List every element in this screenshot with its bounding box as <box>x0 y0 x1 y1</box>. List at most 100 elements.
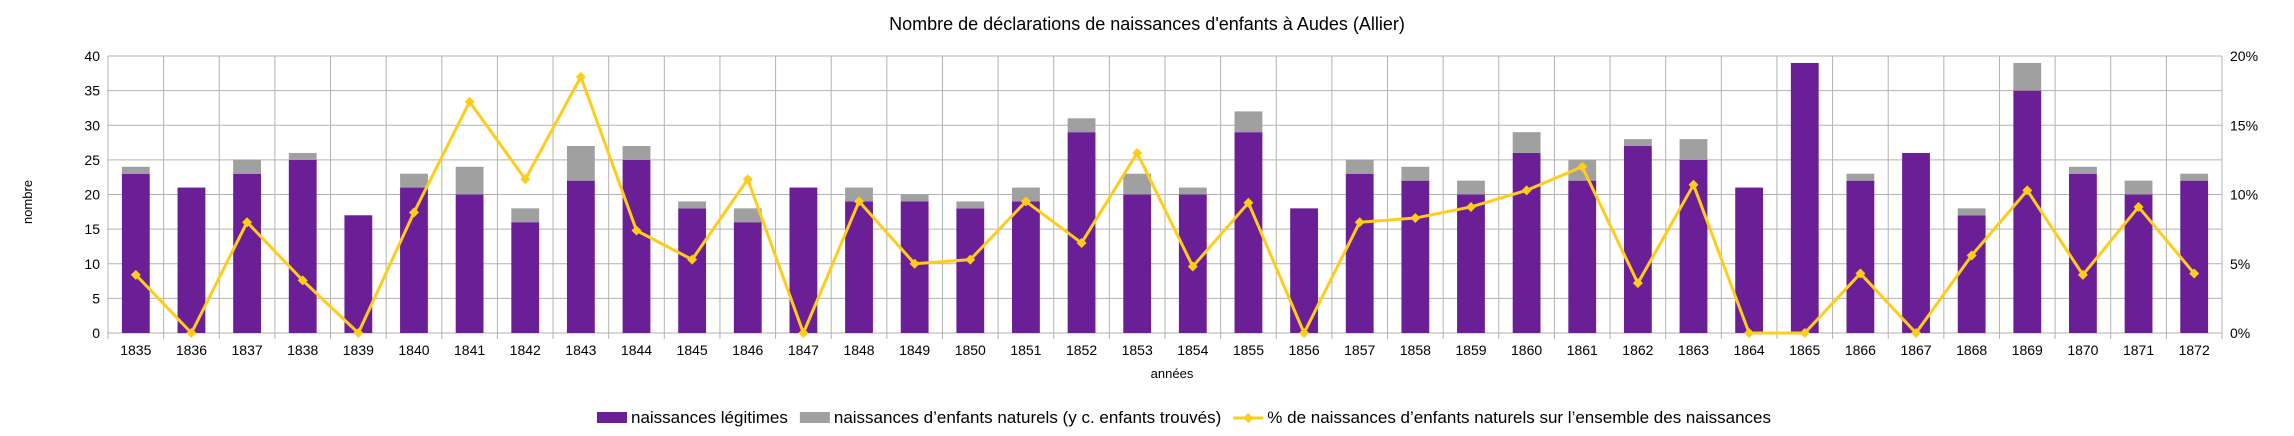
x-tick-label: 1867 <box>1900 342 1931 358</box>
x-tick-label: 1846 <box>732 342 763 358</box>
percentage-point <box>1076 237 1087 248</box>
legend-swatch <box>597 412 627 423</box>
y-tick-label: 10 <box>84 256 100 272</box>
x-tick-label: 1842 <box>510 342 541 358</box>
bar-legitimes <box>2013 90 2042 333</box>
bar-legitimes <box>1902 152 1930 333</box>
bar-legitimes <box>2180 180 2209 333</box>
bar-naturels <box>733 208 762 223</box>
x-tick-label: 1837 <box>232 342 263 358</box>
x-tick-label: 1849 <box>899 342 930 358</box>
percentage-point <box>1132 147 1143 158</box>
bar-naturels <box>1457 180 1485 195</box>
percentage-point <box>1187 261 1198 272</box>
percentage-point <box>1521 185 1532 196</box>
legend-label: % de naissances d’enfants naturels sur l… <box>1267 408 1771 427</box>
percentage-point <box>854 196 865 207</box>
x-tick-label: 1870 <box>2067 342 2098 358</box>
percentage-point <box>186 328 197 338</box>
bar-naturels <box>1623 139 1652 147</box>
x-tick-label: 1863 <box>1678 342 1709 358</box>
percentage-point <box>575 71 586 82</box>
bar-naturels <box>900 194 929 202</box>
x-tick-label: 1858 <box>1400 342 1431 358</box>
gridlines <box>107 55 2223 339</box>
bar-naturels <box>288 152 317 160</box>
percentage-point <box>1465 201 1476 212</box>
x-tick-label: 1848 <box>843 342 874 358</box>
y2-tick-label: 20% <box>2230 48 2258 64</box>
y-tick-label: 15 <box>84 221 100 237</box>
bar-legitimes <box>1790 62 1819 334</box>
bar-naturels <box>2180 173 2209 181</box>
x-tick-label: 1835 <box>120 342 151 358</box>
bar-legitimes <box>1957 215 1986 333</box>
percentage-line <box>130 71 2200 338</box>
x-tick-label: 1851 <box>1010 342 1041 358</box>
y2-tick-label: 5% <box>2230 256 2250 272</box>
y-tick-label: 40 <box>84 48 100 64</box>
bar-naturels <box>1012 187 1040 202</box>
x-tick-label: 1853 <box>1122 342 1153 358</box>
legend-swatch <box>799 412 830 423</box>
y-tick-label: 20 <box>84 187 100 203</box>
bar-legitimes <box>956 208 985 333</box>
bar-naturels <box>678 201 707 209</box>
bar-naturels <box>511 208 540 223</box>
percentage-point <box>1744 328 1755 338</box>
legend-label: naissances légitimes <box>631 408 788 427</box>
bar-naturels <box>2124 180 2153 195</box>
percentage-point <box>1243 197 1254 208</box>
bar-legitimes <box>2124 194 2153 333</box>
bar-naturels <box>845 187 873 202</box>
percentage-point <box>408 207 419 218</box>
y-tick-label: 25 <box>84 152 100 168</box>
x-tick-label: 1840 <box>398 342 429 358</box>
bar-legitimes <box>288 159 317 333</box>
percentage-point <box>1299 328 1310 338</box>
x-tick-label: 1865 <box>1789 342 1820 358</box>
y2-tick-label: 10% <box>2230 187 2258 203</box>
bars <box>121 62 2209 334</box>
bar-naturels <box>566 146 595 181</box>
x-tick-label: 1856 <box>1289 342 1320 358</box>
bar-legitimes <box>511 222 540 333</box>
percentage-point <box>1855 268 1866 279</box>
bar-naturels <box>1957 208 1986 216</box>
x-tick-label: 1855 <box>1233 342 1264 358</box>
bar-legitimes <box>622 159 651 333</box>
x-tick-label: 1838 <box>287 342 318 358</box>
x-tick-label: 1871 <box>2123 342 2154 358</box>
bar-naturels <box>1679 139 1708 160</box>
x-tick-label: 1859 <box>1455 342 1486 358</box>
y-tick-label: 5 <box>92 290 100 306</box>
percentage-point <box>798 328 809 338</box>
bar-legitimes <box>233 173 261 333</box>
bar-legitimes <box>1512 152 1541 333</box>
x-tick-label: 1868 <box>1956 342 1987 358</box>
chart-title: Nombre de déclarations de naissances d'e… <box>889 14 1405 34</box>
x-tick-label: 1854 <box>1177 342 1208 358</box>
axes: 0 5 10 15 20 25 30 35 40 0% 5% 10% 15% 20% 1835 1836 183… <box>84 48 2258 358</box>
bar-legitimes <box>1401 180 1430 333</box>
bar-naturels <box>956 201 985 209</box>
percentage-point <box>2133 201 2144 212</box>
y2-tick-label: 15% <box>2230 117 2258 133</box>
x-tick-label: 1862 <box>1622 342 1653 358</box>
bar-legitimes <box>1067 132 1096 333</box>
bar-legitimes <box>177 187 206 333</box>
percentage-point <box>631 225 642 236</box>
x-tick-label: 1839 <box>343 342 374 358</box>
x-tick-label: 1852 <box>1066 342 1097 358</box>
legend: naissances légitimes naissances d’enfants… <box>597 408 1771 427</box>
bar-legitimes <box>1234 132 1263 333</box>
percentage-point <box>130 269 141 280</box>
bar-naturels <box>400 173 428 188</box>
bar-naturels <box>1401 166 1430 181</box>
percentage-point <box>1632 278 1643 289</box>
bar-naturels <box>622 146 651 160</box>
x-tick-label: 1841 <box>454 342 485 358</box>
bar-legitimes <box>1457 194 1485 333</box>
